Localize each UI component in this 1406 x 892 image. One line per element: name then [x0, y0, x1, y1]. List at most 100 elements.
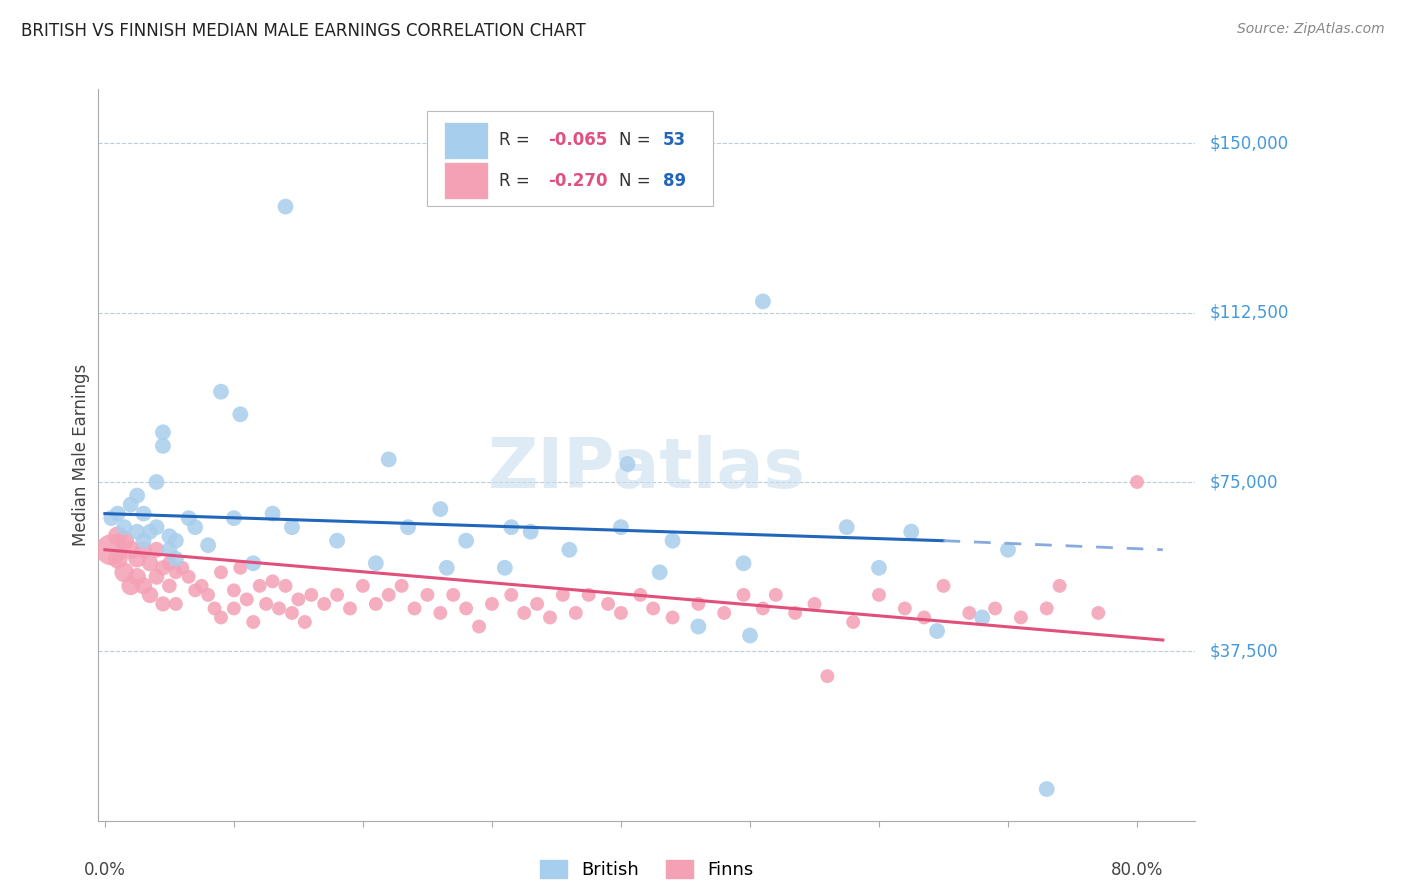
Text: $37,500: $37,500	[1209, 642, 1278, 660]
Point	[236, 592, 259, 607]
Point	[132, 533, 155, 548]
Point	[868, 588, 890, 602]
Point	[190, 579, 212, 593]
Point	[596, 597, 619, 611]
Point	[281, 606, 304, 620]
Point	[468, 619, 491, 633]
Point	[1035, 601, 1057, 615]
FancyBboxPatch shape	[427, 112, 713, 206]
Point	[364, 597, 387, 611]
Point	[184, 520, 207, 534]
Point	[441, 588, 464, 602]
Point	[132, 507, 155, 521]
Point	[152, 597, 174, 611]
Point	[551, 588, 574, 602]
Point	[733, 556, 755, 570]
Text: $112,500: $112,500	[1209, 303, 1288, 322]
Point	[132, 579, 155, 593]
Text: 53: 53	[664, 131, 686, 149]
FancyBboxPatch shape	[444, 122, 488, 159]
Point	[404, 601, 426, 615]
Point	[688, 597, 710, 611]
Point	[204, 601, 226, 615]
Text: 80.0%: 80.0%	[1111, 862, 1163, 880]
Point	[1087, 606, 1109, 620]
Point	[416, 588, 439, 602]
Point	[339, 601, 361, 615]
Point	[222, 601, 245, 615]
Point	[972, 610, 994, 624]
Point	[172, 561, 194, 575]
Point	[785, 606, 807, 620]
Point	[254, 597, 277, 611]
Point	[152, 561, 174, 575]
Point	[127, 489, 149, 503]
Point	[107, 529, 129, 543]
Point	[835, 520, 858, 534]
Point	[997, 542, 1019, 557]
Point	[1049, 579, 1071, 593]
Point	[165, 597, 187, 611]
Point	[377, 588, 399, 602]
Point	[456, 601, 478, 615]
Point	[391, 579, 413, 593]
Point	[429, 606, 451, 620]
Point	[912, 610, 935, 624]
Point	[120, 542, 142, 557]
Point	[1035, 782, 1057, 797]
Point	[100, 542, 122, 557]
Point	[229, 407, 252, 421]
Point	[139, 524, 162, 539]
Point	[274, 579, 297, 593]
Point	[177, 511, 200, 525]
Point	[894, 601, 917, 615]
Point	[127, 570, 149, 584]
Point	[157, 556, 180, 570]
Point	[152, 425, 174, 440]
Point	[925, 624, 948, 638]
Point	[815, 669, 838, 683]
Point	[352, 579, 374, 593]
Point	[197, 538, 219, 552]
Point	[157, 542, 180, 557]
Point	[513, 606, 536, 620]
Point	[120, 498, 142, 512]
Point	[100, 511, 122, 525]
Point	[267, 601, 290, 615]
Point	[661, 610, 683, 624]
Point	[112, 520, 135, 534]
Text: -0.065: -0.065	[548, 131, 607, 149]
Point	[752, 294, 775, 309]
Point	[107, 507, 129, 521]
Point	[157, 579, 180, 593]
Point	[733, 588, 755, 602]
Point	[436, 561, 458, 575]
Point	[299, 588, 322, 602]
Point	[262, 507, 284, 521]
Point	[738, 628, 761, 642]
Text: N =: N =	[620, 171, 657, 190]
Point	[222, 511, 245, 525]
Point	[157, 529, 180, 543]
Point	[558, 542, 581, 557]
Point	[364, 556, 387, 570]
Point	[209, 384, 232, 399]
Point	[132, 542, 155, 557]
Text: Source: ZipAtlas.com: Source: ZipAtlas.com	[1237, 22, 1385, 37]
FancyBboxPatch shape	[444, 162, 488, 199]
Point	[326, 588, 349, 602]
Legend: British, Finns: British, Finns	[534, 855, 759, 885]
Point	[120, 579, 142, 593]
Point	[868, 561, 890, 575]
Point	[229, 561, 252, 575]
Point	[1010, 610, 1032, 624]
Point	[377, 452, 399, 467]
Point	[526, 597, 548, 611]
Point	[765, 588, 787, 602]
Point	[494, 561, 516, 575]
Point	[1126, 475, 1149, 489]
Point	[107, 551, 129, 566]
Text: ZIPatlas: ZIPatlas	[488, 435, 806, 502]
Point	[139, 588, 162, 602]
Point	[145, 570, 167, 584]
